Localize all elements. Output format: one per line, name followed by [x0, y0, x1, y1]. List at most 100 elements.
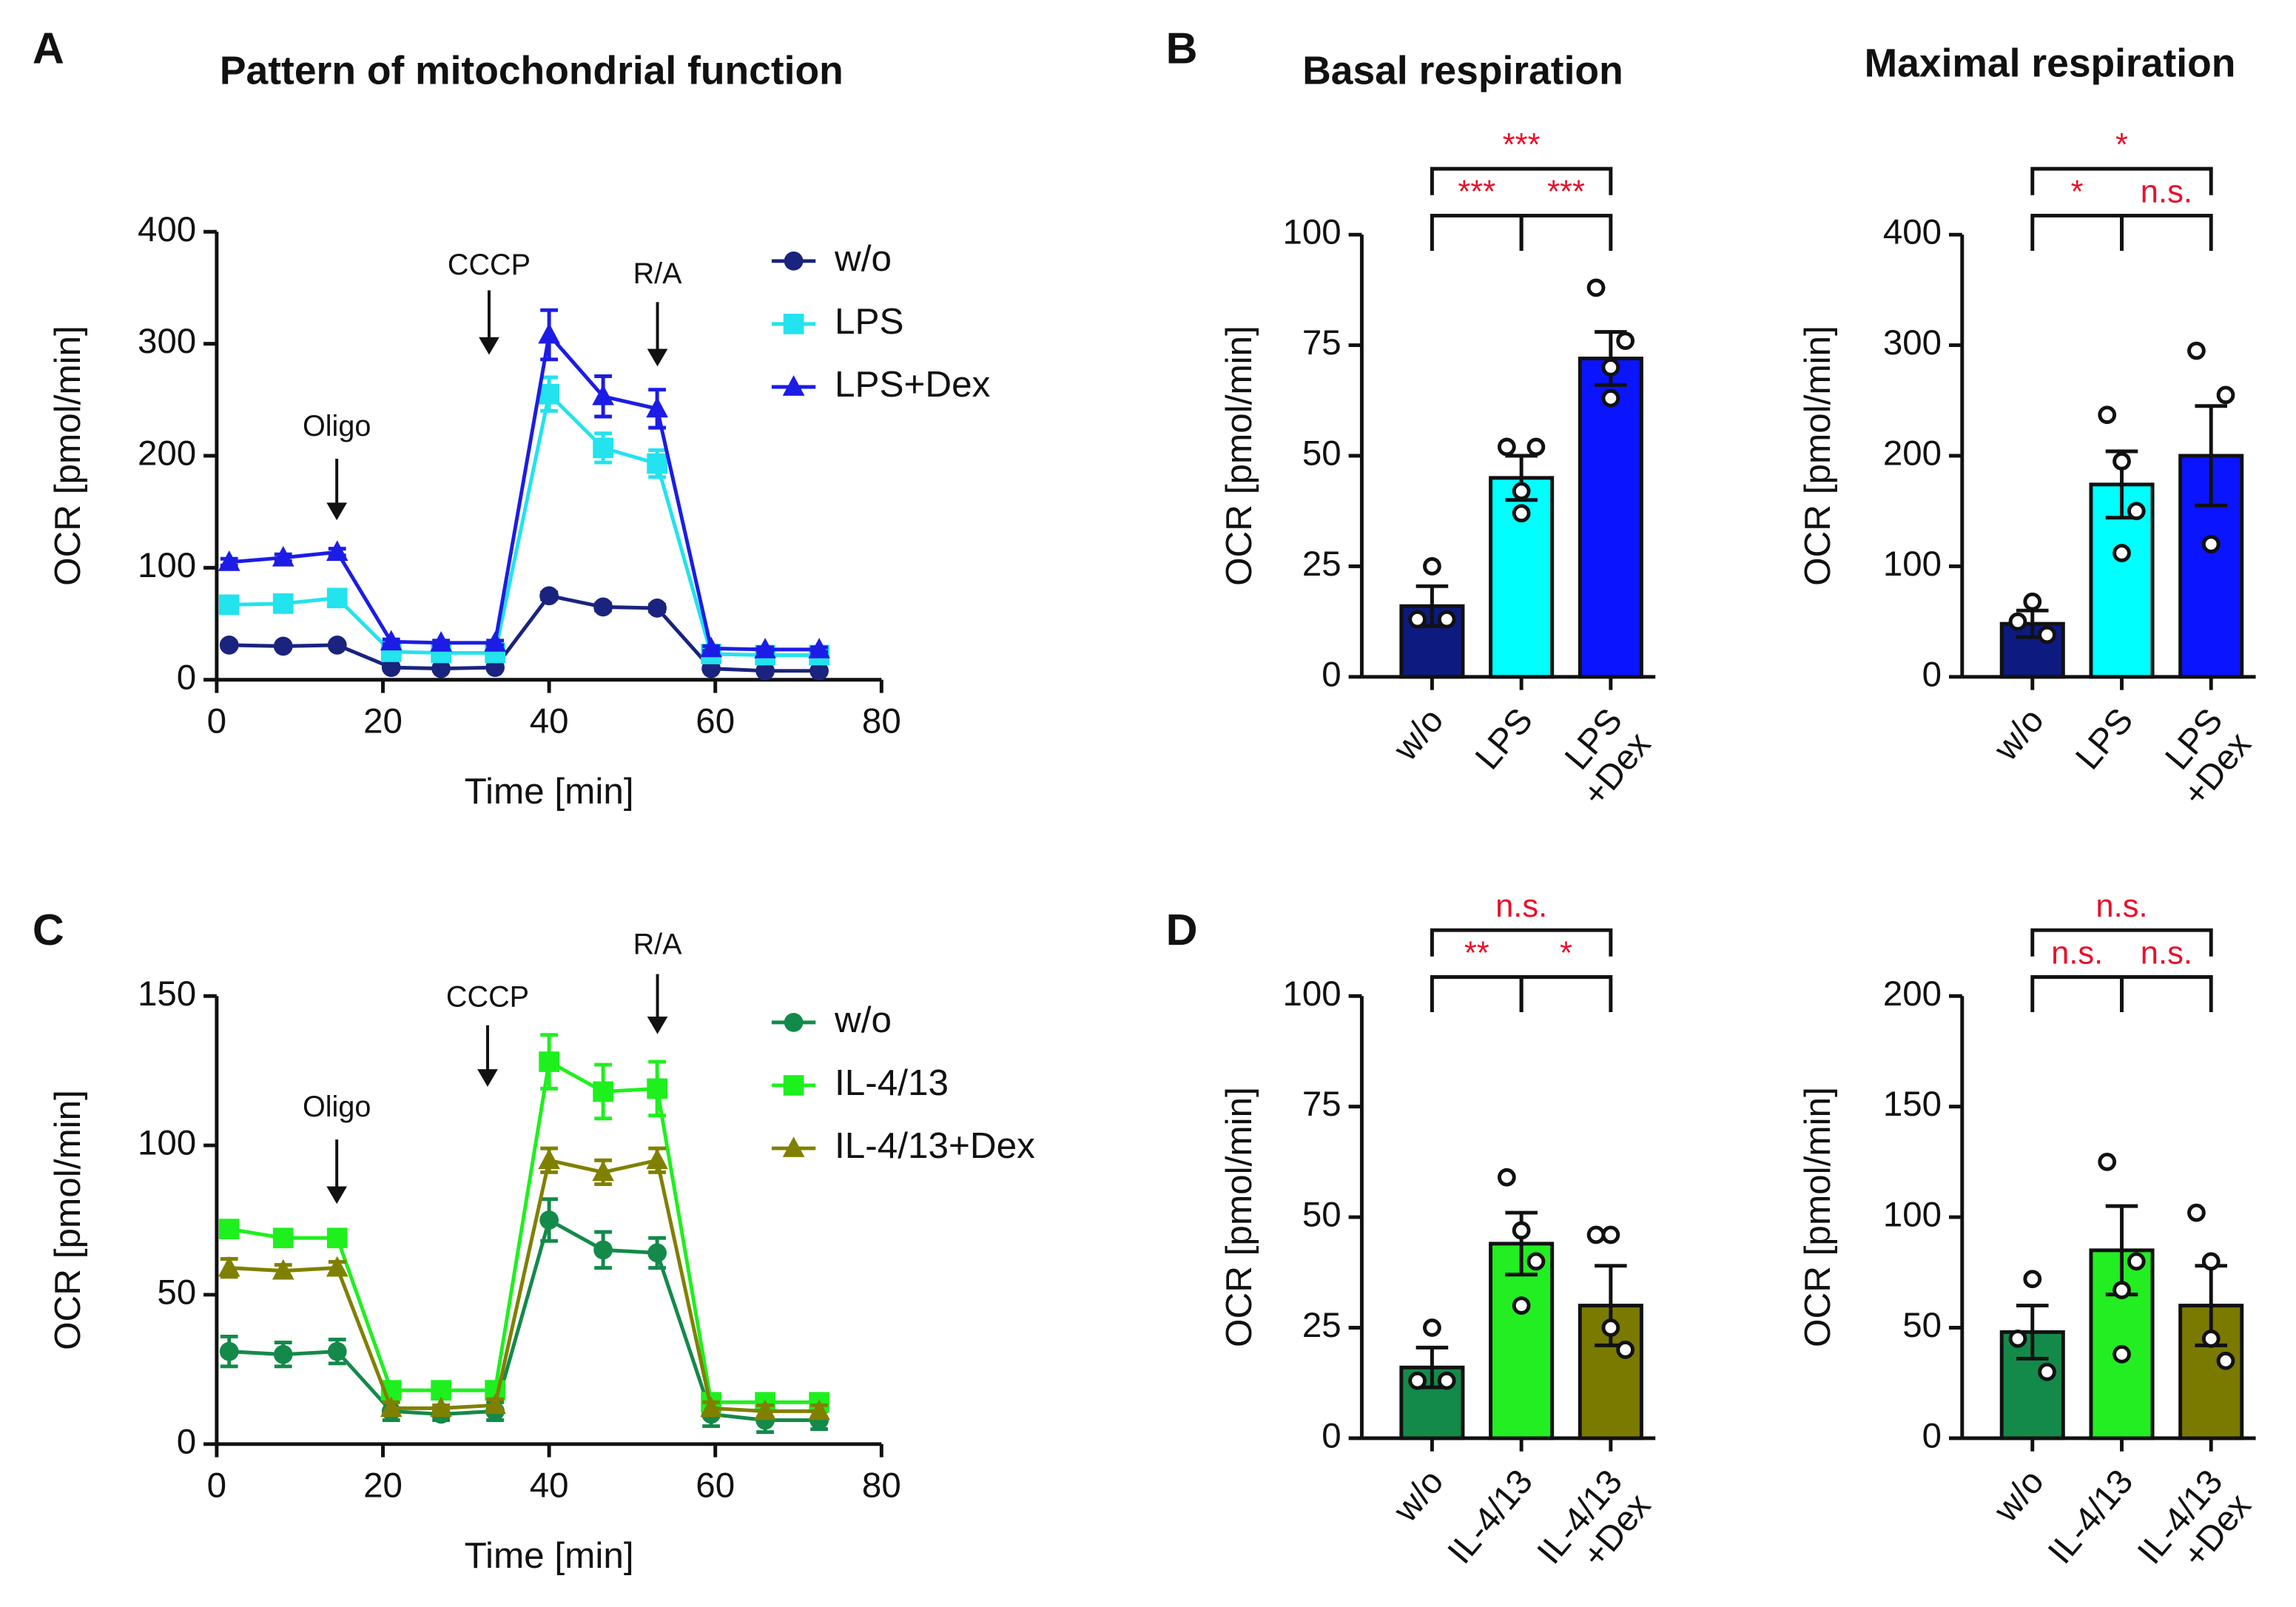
panel-label: C	[33, 905, 64, 954]
data-point	[2008, 1330, 2027, 1348]
x-tick-label: 80	[862, 702, 901, 741]
data-point	[430, 630, 452, 652]
annotation: CCCP	[446, 981, 529, 1014]
data-point	[1616, 331, 1635, 350]
y-tick-label: 200	[138, 434, 196, 474]
x-tick-label: 60	[696, 702, 735, 741]
data-point	[1586, 1225, 1606, 1244]
data-point	[431, 658, 451, 678]
data-point	[326, 587, 348, 609]
annotation-arrowhead	[326, 502, 348, 521]
data-point	[539, 1210, 559, 1230]
significance-bracket	[2030, 975, 2124, 1013]
data-point	[273, 636, 293, 656]
significance-bracket	[2120, 975, 2213, 1013]
y-tick-label: 400	[1883, 213, 1942, 252]
data-point	[592, 1160, 614, 1182]
data-point	[593, 437, 613, 459]
significance-label: ***	[1458, 174, 1495, 209]
data-point	[2201, 1330, 2221, 1348]
data-point	[1512, 482, 1531, 501]
data-point	[538, 1148, 560, 1170]
data-point	[1512, 1221, 1531, 1240]
y-tick-label: 25	[1302, 1306, 1341, 1345]
y-tick-label: 100	[1883, 1196, 1942, 1235]
data-point	[1601, 1318, 1620, 1337]
x-tick-label: w/o	[1386, 701, 1452, 768]
data-point	[2038, 625, 2056, 644]
legend-marker	[783, 314, 804, 334]
y-tick-label: 200	[1883, 434, 1942, 474]
data-point	[647, 1078, 667, 1099]
x-tick-label: 0	[207, 1466, 226, 1506]
x-tick-label: IL-4/13+Dex	[2130, 1462, 2259, 1595]
data-point	[808, 638, 830, 658]
data-point	[326, 1227, 348, 1249]
x-tick-label: IL-4/13+Dex	[1529, 1462, 1658, 1595]
annotation: Oligo	[303, 410, 371, 442]
y-tick-label: 150	[138, 974, 196, 1014]
data-point	[1616, 1340, 1635, 1359]
series-line	[229, 593, 820, 673]
significance-label: ***	[1503, 127, 1541, 163]
significance-label: *	[2071, 174, 2084, 209]
significance-label: *	[2115, 127, 2128, 163]
x-tick-label: 40	[530, 1466, 569, 1506]
y-tick-label: 0	[177, 1422, 196, 1461]
y-tick-label: 100	[1282, 974, 1341, 1014]
significance-bracket	[2030, 928, 2213, 957]
x-axis-label: Time [min]	[465, 1535, 634, 1576]
x-tick-label: LPS+Dex	[2147, 701, 2258, 813]
y-tick-label: 0	[1922, 1416, 1942, 1455]
data-point	[1497, 437, 1516, 457]
significance-label: n.s.	[2051, 935, 2103, 971]
data-point	[1408, 1371, 1427, 1390]
x-tick-label: 80	[862, 1466, 901, 1506]
significance-label: n.s.	[1495, 889, 1547, 924]
data-point	[219, 1341, 239, 1361]
data-point	[1601, 358, 1620, 377]
y-tick-label: 75	[1302, 323, 1341, 363]
y-tick-label: 300	[138, 322, 196, 361]
legend-marker	[782, 375, 805, 396]
data-point	[700, 1396, 722, 1418]
annotation-arrowhead	[479, 337, 499, 355]
significance-bracket	[1430, 975, 1524, 1013]
series-line	[229, 1217, 820, 1422]
data-point	[2038, 1362, 2056, 1381]
y-tick-label: 100	[1282, 213, 1341, 252]
data-point	[539, 586, 559, 606]
legend-label: w/o	[834, 238, 892, 279]
significance-label: n.s.	[2141, 174, 2192, 209]
data-point	[326, 1256, 349, 1277]
data-point	[327, 1341, 347, 1361]
y-axis-label: OCR [pmol/min]	[47, 326, 88, 586]
data-point	[1423, 1318, 1441, 1337]
y-tick-label: 50	[1902, 1306, 1942, 1345]
significance-label: n.s.	[2141, 935, 2192, 971]
y-axis-label: OCR [pmol/min]	[47, 1090, 88, 1350]
data-point	[2127, 1252, 2146, 1271]
data-point	[539, 1051, 559, 1072]
data-point	[484, 630, 506, 652]
panel-label: D	[1166, 905, 1198, 954]
y-axis-label: OCR [pmol/min]	[1219, 326, 1259, 586]
annotation-arrowhead	[647, 1016, 668, 1034]
data-point	[646, 1148, 668, 1170]
annotation: R/A	[633, 257, 683, 290]
significance-label: *	[1560, 935, 1572, 971]
chart-title: Basal respiration	[1302, 50, 1623, 93]
data-point	[2187, 1203, 2206, 1222]
data-point	[593, 1240, 613, 1260]
x-tick-label: LPS+Dex	[1546, 701, 1658, 813]
y-axis-label: OCR [pmol/min]	[1797, 1087, 1838, 1347]
data-point	[272, 545, 294, 567]
legend-label: LPS	[835, 301, 904, 342]
data-point	[538, 323, 560, 344]
data-point	[2098, 1152, 2117, 1171]
data-point	[754, 1399, 776, 1421]
error-bar	[2195, 404, 2227, 508]
y-tick-label: 300	[1883, 323, 1942, 363]
data-point	[380, 1396, 403, 1418]
data-point	[1437, 610, 1456, 629]
